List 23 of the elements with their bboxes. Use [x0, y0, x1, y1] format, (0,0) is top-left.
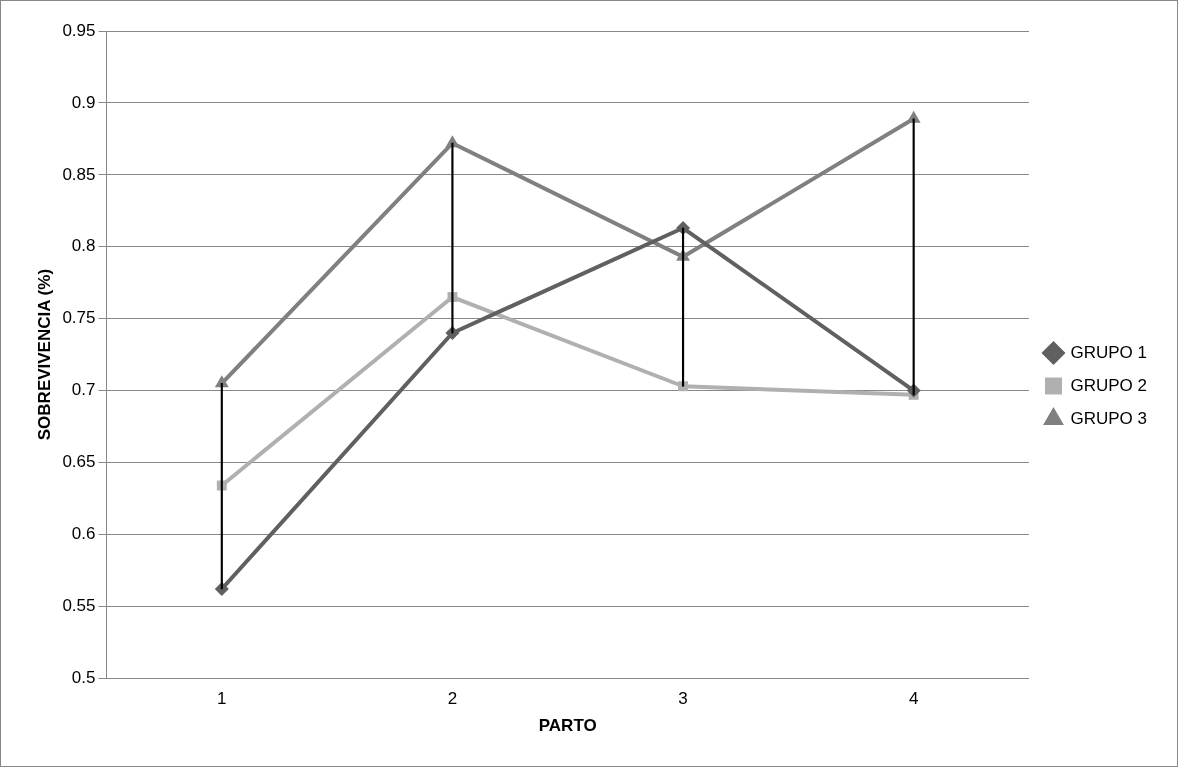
x-tick-label: 1 [217, 689, 227, 709]
y-tick-label: 0.9 [71, 92, 96, 112]
x-tick-label: 2 [447, 689, 458, 709]
y-tick-label: 0.5 [71, 667, 96, 687]
legend-label: GRUPO 1 [1070, 342, 1148, 362]
bar [451, 142, 454, 334]
y-tick-label: 0.95 [62, 20, 96, 40]
y-tick-label: 0.8 [71, 236, 96, 256]
y-tick-label: 0.6 [71, 524, 96, 544]
bar [912, 118, 915, 396]
legend-label: GRUPO 3 [1070, 408, 1148, 428]
bar [681, 227, 685, 387]
y-axis-title: SOBREVIVENCIA (%) [34, 268, 54, 441]
bar [220, 383, 223, 590]
y-tick-label: 0.7 [71, 380, 96, 400]
y-tick-label: 0.55 [62, 595, 96, 615]
y-tick-label: 0.65 [62, 452, 96, 472]
x-tick-label: 3 [678, 689, 688, 709]
x-axis-title: PARTO [538, 716, 597, 736]
x-tick-label: 4 [908, 689, 919, 709]
y-tick-label: 0.75 [62, 308, 96, 328]
y-tick-label: 0.85 [62, 164, 96, 184]
legend-label: GRUPO 2 [1070, 375, 1148, 395]
